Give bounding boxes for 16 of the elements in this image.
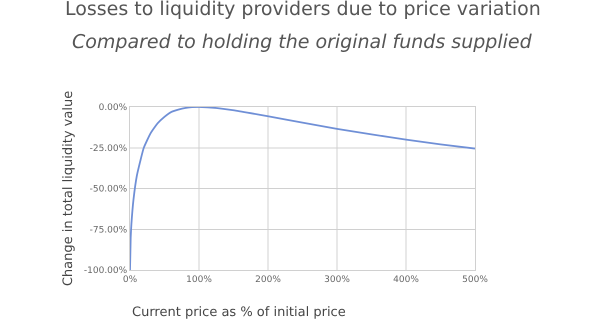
y-tick-label: -50.00% — [90, 184, 128, 195]
chart-title: Losses to liquidity providers due to price variation — [65, 0, 541, 20]
y-axis-title: Change in total liquidity value — [60, 90, 76, 286]
y-tick-label: -25.00% — [90, 144, 128, 154]
y-tick-label: 0.00% — [98, 103, 128, 114]
x-axis-title: Current price as % of initial price — [132, 305, 346, 320]
chart-subtitle: Compared to holding the original funds supplied — [72, 31, 533, 53]
y-tick-label: -75.00% — [90, 225, 128, 236]
y-tick-label: -100.00% — [84, 266, 128, 276]
x-tick-label: 200% — [255, 274, 282, 285]
x-tick-label: 400% — [393, 274, 420, 285]
x-tick-label: 0% — [122, 274, 138, 285]
x-tick-label: 300% — [324, 274, 350, 285]
x-tick-label: 500% — [462, 274, 488, 285]
x-tick-label: 100% — [186, 274, 212, 285]
line-series — [130, 107, 475, 270]
